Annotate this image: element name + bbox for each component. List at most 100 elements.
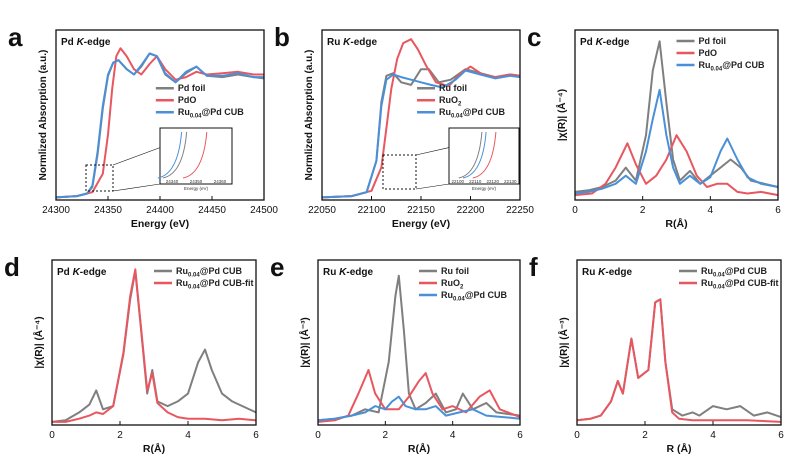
panel-label-e: e [270, 252, 284, 282]
y-axis-label-d: |χ(R)| (Å⁻⁴) [32, 316, 45, 368]
panel-title-a: Pd K-edge [61, 37, 111, 48]
x-tick-label-f-3: 6 [778, 430, 784, 441]
inset-curve-a-2 [182, 131, 208, 179]
x-tick-label-d-2: 4 [185, 430, 191, 441]
x-tick-label-f-2: 4 [710, 430, 716, 441]
legend-label-d-1: Ru0.04@Pd CUB-fit [176, 278, 253, 291]
x-tick-label-b-3: 22200 [457, 205, 485, 216]
plot-frame-e [317, 259, 521, 426]
inset-tick-label-b-2: 22120 [486, 179, 499, 184]
x-tick-label-e-3: 6 [517, 430, 523, 441]
legend-label-a-2: Ru0.04@Pd CUB [178, 107, 244, 120]
x-tick-label-c-2: 4 [708, 205, 714, 216]
panel-label-b: b [274, 22, 290, 52]
legend-label-f-1: Ru0.04@Pd CUB-fit [701, 278, 778, 291]
x-tick-label-f-0: 0 [574, 430, 580, 441]
inset-curve-b-1 [462, 131, 487, 179]
x-tick-label-b-2: 22150 [407, 205, 435, 216]
series-line-a-1 [55, 47, 264, 199]
series-line-f-0 [576, 298, 782, 422]
x-tick-label-a-0: 24300 [42, 205, 70, 216]
series-line-c-1 [574, 134, 779, 197]
y-axis-label-c: |χ(R)| (Å⁻⁴) [555, 89, 568, 141]
panel-label-a: a [8, 22, 23, 52]
x-tick-label-a-1: 24350 [94, 205, 122, 216]
legend-label-f-0: Ru0.04@Pd CUB [701, 266, 767, 279]
inset-curve-b-0 [458, 131, 483, 179]
legend-label-a-1: PdO [178, 95, 197, 105]
legend-label-b-0: Ru foil [439, 83, 467, 93]
zoom-box-b [382, 154, 417, 190]
x-tick-label-d-1: 2 [117, 430, 123, 441]
inset-x-label-a: Energy (eV) [184, 186, 209, 191]
series-line-c-2 [574, 88, 779, 195]
panel-title-f: Ru K-edge [582, 267, 632, 278]
series-line-d-1 [52, 268, 257, 423]
x-tick-label-c-3: 6 [775, 205, 781, 216]
panel-d: d 0 2 4 6 R(Å) |χ(R)| (Å⁻⁴) Pd K-edge Ru0.04@Pd … [4, 252, 259, 455]
x-tick-label-e-0: 0 [315, 430, 321, 441]
zoom-connector-top-b [415, 147, 450, 156]
series-line-b-2 [321, 69, 521, 199]
x-tick-label-d-3: 6 [253, 430, 259, 441]
y-axis-label-f: |χ(R)| (Å⁻³) [557, 317, 570, 368]
x-axis-label-e: R(Å) [408, 442, 430, 455]
series-line-a-2 [55, 52, 264, 199]
inset-curve-b-2 [472, 131, 497, 179]
y-axis-label-b: Normlized Absorption (a.u.) [304, 50, 315, 181]
x-tick-label-b-0: 22050 [308, 205, 336, 216]
series-line-c-0 [574, 40, 779, 193]
x-tick-label-e-1: 2 [383, 430, 389, 441]
inset-tick-label-a-1: 24350 [190, 179, 203, 184]
legend-label-e-1: RuO2 [441, 278, 464, 291]
x-tick-label-c-1: 2 [640, 205, 646, 216]
panel-c: c 0 2 4 6 R(Å) |χ(R)| (Å⁻⁴) Pd K-edge Pd foil PdO… [527, 22, 781, 230]
inset-tick-label-b-1: 22110 [469, 179, 482, 184]
panel-title-b: Ru K-edge [327, 37, 377, 48]
panel-f: f 0 2 4 6 R (Å) |χ(R)| (Å⁻³) Ru K-edge Ru0.04@Pd… [529, 252, 784, 455]
panel-e: e 0 2 4 6 R(Å) |χ(R)| (Å⁻³) Ru K-edge Ru foil RuO… [270, 252, 523, 455]
inset-tick-label-b-3: 22130 [504, 179, 517, 184]
x-axis-label-d: R(Å) [143, 442, 165, 455]
plot-frame-d [51, 259, 257, 426]
x-axis-label-c: R(Å) [665, 217, 687, 230]
inset-tick-label-a-0: 24340 [166, 179, 179, 184]
panel-label-d: d [4, 252, 20, 282]
legend-label-c-0: Pd foil [699, 36, 727, 46]
panel-label-f: f [529, 252, 538, 282]
x-tick-label-a-2: 24400 [146, 205, 174, 216]
panel-b: b 22050 22100 22150 22200 22250 Energy (eV) Nor… [274, 22, 534, 230]
legend-label-b-2: Ru0.04@Pd CUB [439, 107, 505, 120]
inset-frame-a [159, 127, 233, 185]
legend-label-c-1: PdO [699, 48, 718, 58]
zoom-box-a [85, 164, 114, 192]
legend-label-d-0: Ru0.04@Pd CUB [176, 266, 242, 279]
series-line-e-1 [317, 369, 521, 423]
x-tick-label-f-1: 2 [642, 430, 648, 441]
x-tick-label-c-0: 0 [572, 205, 578, 216]
legend-label-e-2: Ru0.04@Pd CUB [441, 290, 507, 303]
series-line-f-1 [576, 298, 782, 423]
panel-a: a 24300 24350 24400 24450 24500 Energy (eV) Nor… [8, 22, 278, 230]
zoom-connector-bottom-b [415, 183, 450, 190]
x-tick-label-a-4: 24500 [250, 205, 278, 216]
inset-x-label-b: Energy (eV) [472, 186, 497, 191]
inset-frame-b [448, 127, 520, 185]
zoom-connector-top-a [112, 147, 161, 166]
x-axis-label-f: R (Å) [666, 442, 691, 455]
legend-label-e-0: Ru foil [441, 266, 469, 276]
series-line-d-0 [51, 270, 257, 423]
zoom-connector-bottom-a [112, 183, 161, 192]
plot-frame-f [576, 259, 782, 426]
x-tick-label-b-4: 22250 [506, 205, 534, 216]
x-axis-label-a: Energy (eV) [131, 218, 189, 230]
series-line-e-2 [317, 395, 521, 422]
x-tick-label-b-1: 22100 [358, 205, 386, 216]
inset-tick-label-a-2: 24360 [214, 179, 227, 184]
panel-label-c: c [527, 22, 541, 52]
panel-title-d: Pd K-edge [57, 267, 107, 278]
legend-label-a-0: Pd foil [178, 83, 206, 93]
x-tick-label-e-2: 4 [450, 430, 456, 441]
x-axis-label-b: Energy (eV) [392, 218, 450, 230]
